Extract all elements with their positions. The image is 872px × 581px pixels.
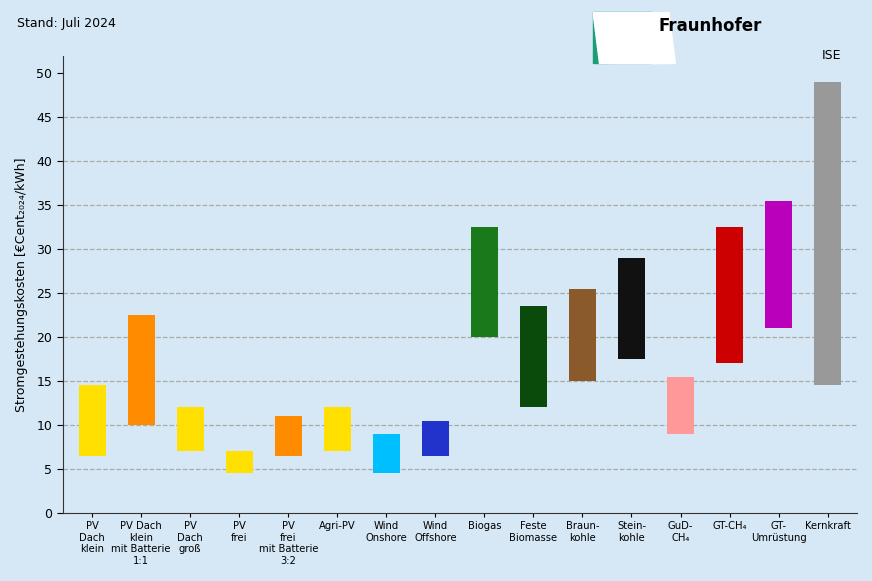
Y-axis label: Stromgestehungskosten [€Cent₂₀₂₄/kWh]: Stromgestehungskosten [€Cent₂₀₂₄/kWh] [15, 157, 28, 411]
Bar [618, 258, 645, 359]
Polygon shape [633, 12, 665, 63]
Bar [593, 12, 651, 63]
Polygon shape [623, 12, 656, 63]
Bar [127, 315, 154, 425]
Text: Fraunhofer: Fraunhofer [658, 16, 762, 34]
Text: Stand: Juli 2024: Stand: Juli 2024 [17, 17, 116, 30]
Bar [814, 82, 841, 385]
Bar [78, 385, 106, 456]
Bar [569, 289, 596, 381]
Bar [275, 416, 302, 456]
Bar [324, 407, 351, 451]
Bar [471, 227, 498, 337]
Polygon shape [603, 12, 636, 63]
Polygon shape [643, 12, 676, 63]
Bar [226, 451, 253, 474]
Bar [716, 227, 743, 363]
Text: ISE: ISE [822, 49, 841, 62]
Bar [765, 201, 792, 328]
Polygon shape [613, 12, 645, 63]
Bar [422, 421, 449, 456]
Bar [520, 306, 547, 407]
Bar [177, 407, 204, 451]
Bar [373, 434, 400, 474]
Polygon shape [593, 12, 626, 63]
Bar [667, 376, 694, 434]
